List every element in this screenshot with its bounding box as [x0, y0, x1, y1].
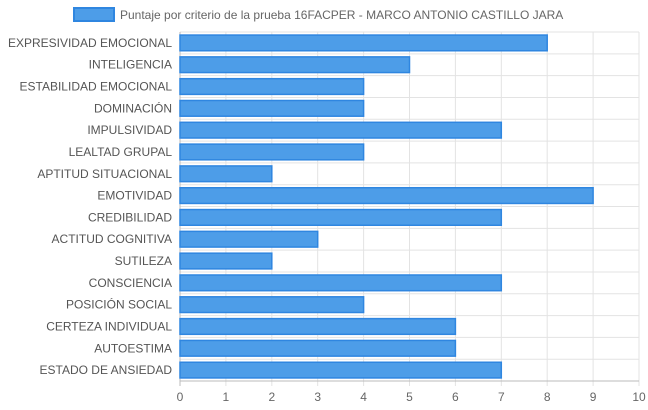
category-label: APTITUD SITUACIONAL [37, 167, 172, 181]
x-tick-label: 4 [360, 390, 367, 404]
bar[interactable] [179, 121, 503, 139]
bar[interactable] [179, 56, 411, 74]
category-label: CREDIBILIDAD [88, 210, 172, 224]
bar[interactable] [179, 208, 503, 227]
bar[interactable] [179, 99, 365, 117]
category-label: POSICIÓN SOCIAL [66, 297, 172, 312]
x-tick-label: 1 [223, 390, 230, 404]
bars [179, 34, 594, 379]
bar[interactable] [179, 77, 365, 96]
x-tick-label: 3 [314, 390, 321, 404]
category-label: ACTITUD COGNITIVA [52, 232, 172, 246]
category-label: EXPRESIVIDAD EMOCIONAL [8, 36, 172, 50]
category-label: DOMINACIÓN [94, 100, 172, 115]
x-tick-label: 7 [498, 390, 505, 404]
x-tick-label: 2 [268, 390, 275, 404]
bar[interactable] [179, 34, 548, 52]
x-tick-label: 9 [590, 390, 597, 404]
x-tick-label: 8 [544, 390, 551, 404]
legend[interactable]: Puntaje por criterio de la prueba 16FACP… [73, 7, 563, 22]
x-axis-tick-labels: 0 1 2 3 4 5 6 7 8 9 10 [177, 390, 646, 404]
bar[interactable] [179, 143, 365, 161]
bar[interactable] [179, 296, 365, 314]
bar[interactable] [179, 339, 457, 357]
category-label: ESTABILIDAD EMOCIONAL [20, 80, 173, 94]
x-tick-label: 5 [406, 390, 413, 404]
category-label: EMOTIVIDAD [97, 189, 172, 203]
category-label: ESTADO DE ANSIEDAD [40, 363, 173, 377]
category-label: AUTOESTIMA [94, 341, 172, 355]
bar[interactable] [179, 230, 319, 248]
bar[interactable] [179, 317, 457, 336]
legend-label[interactable]: Puntaje por criterio de la prueba 16FACP… [120, 8, 563, 22]
legend-swatch[interactable] [73, 7, 115, 22]
x-tick-label: 0 [177, 390, 184, 404]
bar[interactable] [179, 361, 503, 379]
category-label: IMPULSIVIDAD [87, 123, 172, 137]
category-label: INTELIGENCIA [89, 58, 172, 72]
category-labels: EXPRESIVIDAD EMOCIONAL INTELIGENCIA ESTABI… [8, 36, 172, 377]
bar[interactable] [179, 165, 273, 183]
bar[interactable] [179, 252, 273, 270]
category-label: SUTILEZA [115, 254, 172, 268]
category-label: LEALTAD GRUPAL [69, 145, 173, 159]
category-label: CERTEZA INDIVIDUAL [46, 319, 172, 333]
bar[interactable] [179, 186, 594, 205]
category-label: CONSCIENCIA [89, 276, 172, 290]
x-tick-label: 6 [452, 390, 459, 404]
bar[interactable] [179, 274, 503, 292]
x-tick-label: 10 [632, 390, 646, 404]
